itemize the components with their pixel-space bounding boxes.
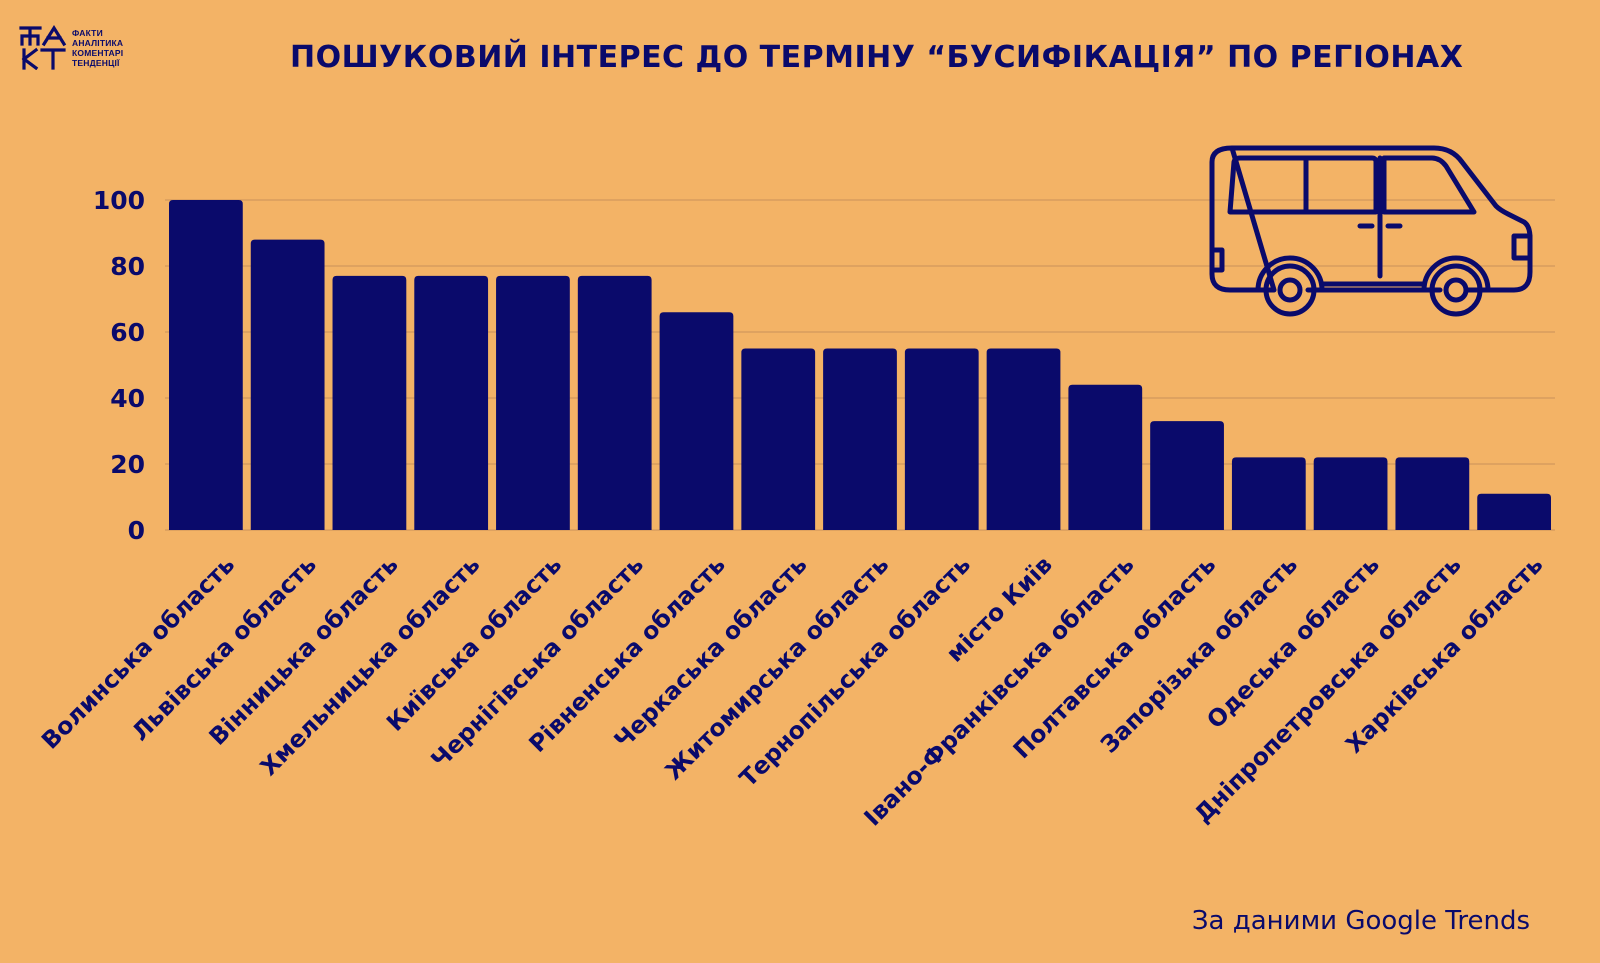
bar [1068,384,1143,530]
bar [250,239,325,530]
y-tick-label: 20 [110,450,145,479]
bars [169,200,1551,530]
y-tick-label: 0 [128,516,145,545]
bar [414,275,489,530]
bar [496,275,570,530]
bar [332,275,407,530]
logo-line-analytics: АНАЛІТИКА [72,38,124,48]
bar-chart: 0 20 40 60 80 100 Волинська областьЛьвівська … [36,186,1555,832]
van-icon [1209,145,1533,317]
y-axis-ticks: 0 20 40 60 80 100 [93,186,145,545]
logo-line-comments: КОМЕНТАРІ [72,48,124,58]
bar [1395,457,1470,530]
bar [986,348,1061,530]
logo-mark-icon [19,24,67,70]
y-tick-label: 40 [110,384,145,413]
bar [823,348,897,530]
bar [904,348,979,530]
bar [741,348,816,530]
logo-line-facts: ФАКТИ [72,28,103,38]
bar [1150,421,1224,530]
logo: ФАКТИ АНАЛІТИКА КОМЕНТАРІ ТЕНДЕНЦІЇ [18,22,138,74]
source-note: За даними Google Trends [1191,906,1530,936]
bar [1313,457,1388,530]
y-tick-label: 80 [110,252,145,281]
logo-text: ФАКТИ АНАЛІТИКА КОМЕНТАРІ ТЕНДЕНЦІЇ [72,28,123,68]
bar [1477,493,1551,530]
page-title: ПОШУКОВИЙ ІНТЕРЕС ДО ТЕРМІНУ “БУСИФІКАЦІ… [290,40,1464,75]
bar [169,200,243,530]
bar [659,312,734,530]
logo-line-trends: ТЕНДЕНЦІЇ [72,58,120,68]
bar [577,275,652,530]
y-tick-label: 100 [93,186,145,215]
y-tick-label: 60 [110,318,145,347]
bar [1231,457,1306,530]
